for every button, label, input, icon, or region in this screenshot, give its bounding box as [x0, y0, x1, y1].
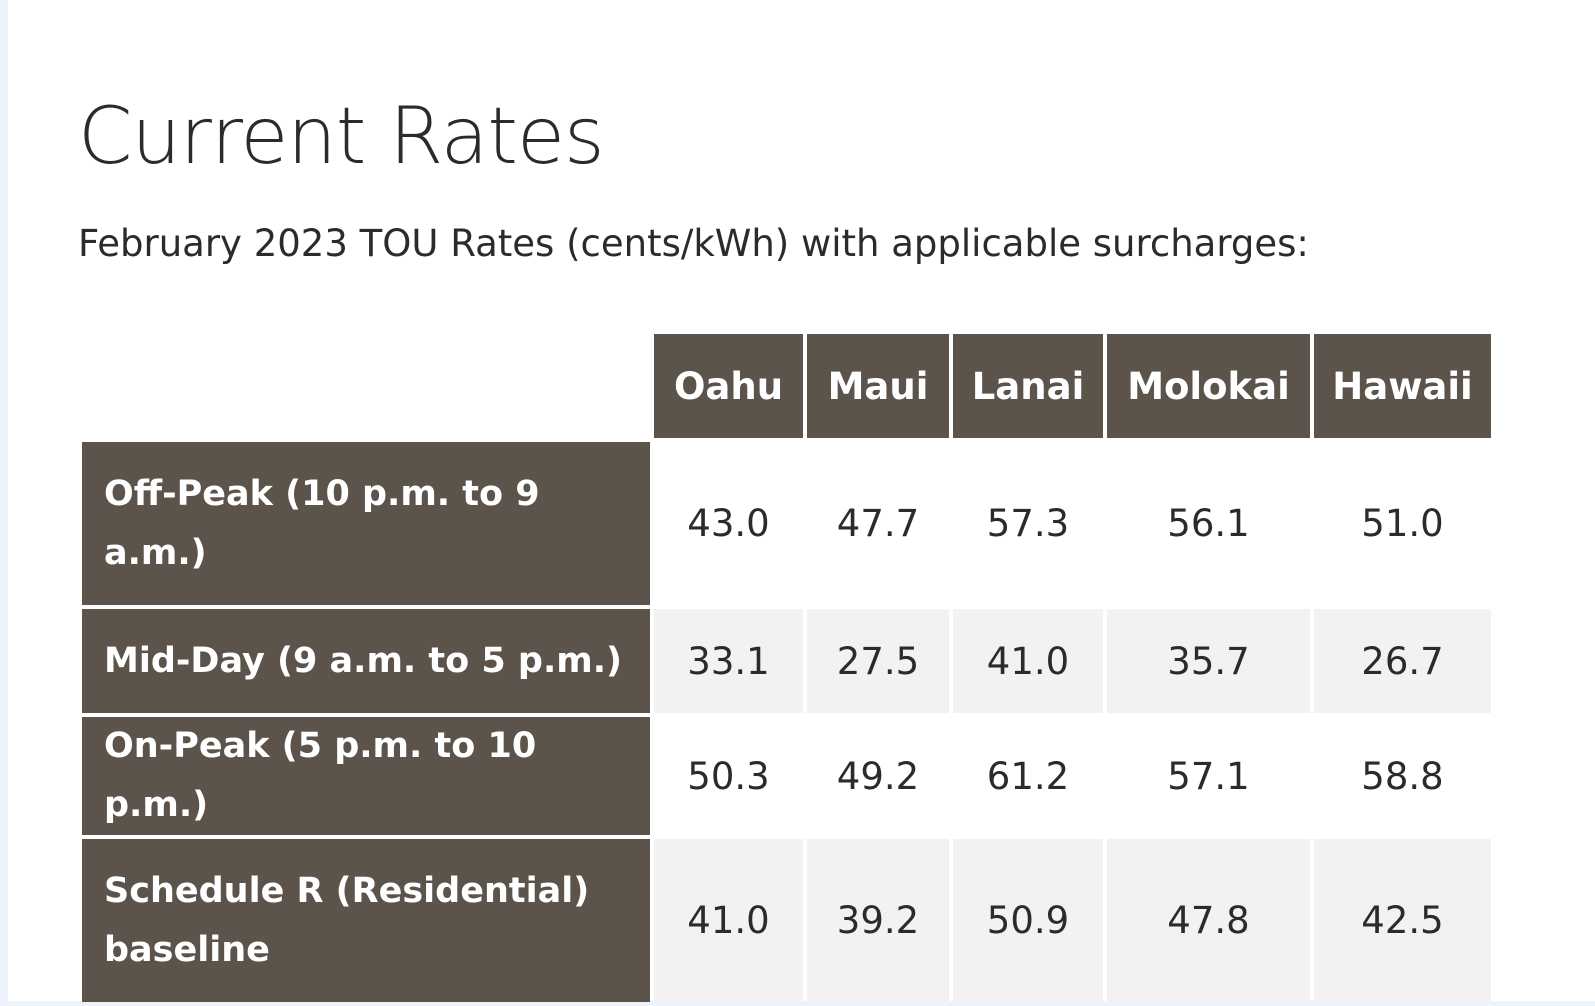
- rate-cell: 49.2: [807, 717, 949, 835]
- rate-cell: 58.8: [1314, 717, 1491, 835]
- rate-cell: 39.2: [807, 839, 949, 1002]
- rate-cell: 33.1: [654, 609, 803, 713]
- rate-cell: 57.1: [1107, 717, 1310, 835]
- row-header: Off-Peak (10 p.m. to 9 a.m.): [82, 442, 650, 605]
- rate-cell: 27.5: [807, 609, 949, 713]
- rate-cell: 61.2: [953, 717, 1103, 835]
- table-row: On-Peak (5 p.m. to 10 p.m.) 50.3 49.2 61…: [82, 717, 1491, 835]
- column-header: Lanai: [953, 334, 1103, 438]
- column-header: Hawaii: [1314, 334, 1491, 438]
- table-corner-cell: [82, 334, 650, 438]
- rate-cell: 47.8: [1107, 839, 1310, 1002]
- page-subtitle: February 2023 TOU Rates (cents/kWh) with…: [78, 222, 1309, 265]
- table-row: Schedule R (Residential) baseline 41.0 3…: [82, 839, 1491, 1002]
- rates-table: Oahu Maui Lanai Molokai Hawaii Off-Peak …: [78, 330, 1495, 1006]
- rate-cell: 51.0: [1314, 442, 1491, 605]
- row-header: Schedule R (Residential) baseline: [82, 839, 650, 1002]
- rate-cell: 50.3: [654, 717, 803, 835]
- rate-cell: 50.9: [953, 839, 1103, 1002]
- row-header: On-Peak (5 p.m. to 10 p.m.): [82, 717, 650, 835]
- column-header: Oahu: [654, 334, 803, 438]
- table-row: Mid-Day (9 a.m. to 5 p.m.) 33.1 27.5 41.…: [82, 609, 1491, 713]
- rate-cell: 35.7: [1107, 609, 1310, 713]
- rate-cell: 41.0: [654, 839, 803, 1002]
- page-content: Current Rates February 2023 TOU Rates (c…: [8, 0, 1595, 1002]
- page-title: Current Rates: [78, 92, 605, 182]
- rate-cell: 41.0: [953, 609, 1103, 713]
- rate-cell: 56.1: [1107, 442, 1310, 605]
- column-header: Maui: [807, 334, 949, 438]
- rate-cell: 42.5: [1314, 839, 1491, 1002]
- rate-cell: 57.3: [953, 442, 1103, 605]
- column-header: Molokai: [1107, 334, 1310, 438]
- rate-cell: 43.0: [654, 442, 803, 605]
- table-row: Off-Peak (10 p.m. to 9 a.m.) 43.0 47.7 5…: [82, 442, 1491, 605]
- table-header-row: Oahu Maui Lanai Molokai Hawaii: [82, 334, 1491, 438]
- rate-cell: 26.7: [1314, 609, 1491, 713]
- row-header: Mid-Day (9 a.m. to 5 p.m.): [82, 609, 650, 713]
- rate-cell: 47.7: [807, 442, 949, 605]
